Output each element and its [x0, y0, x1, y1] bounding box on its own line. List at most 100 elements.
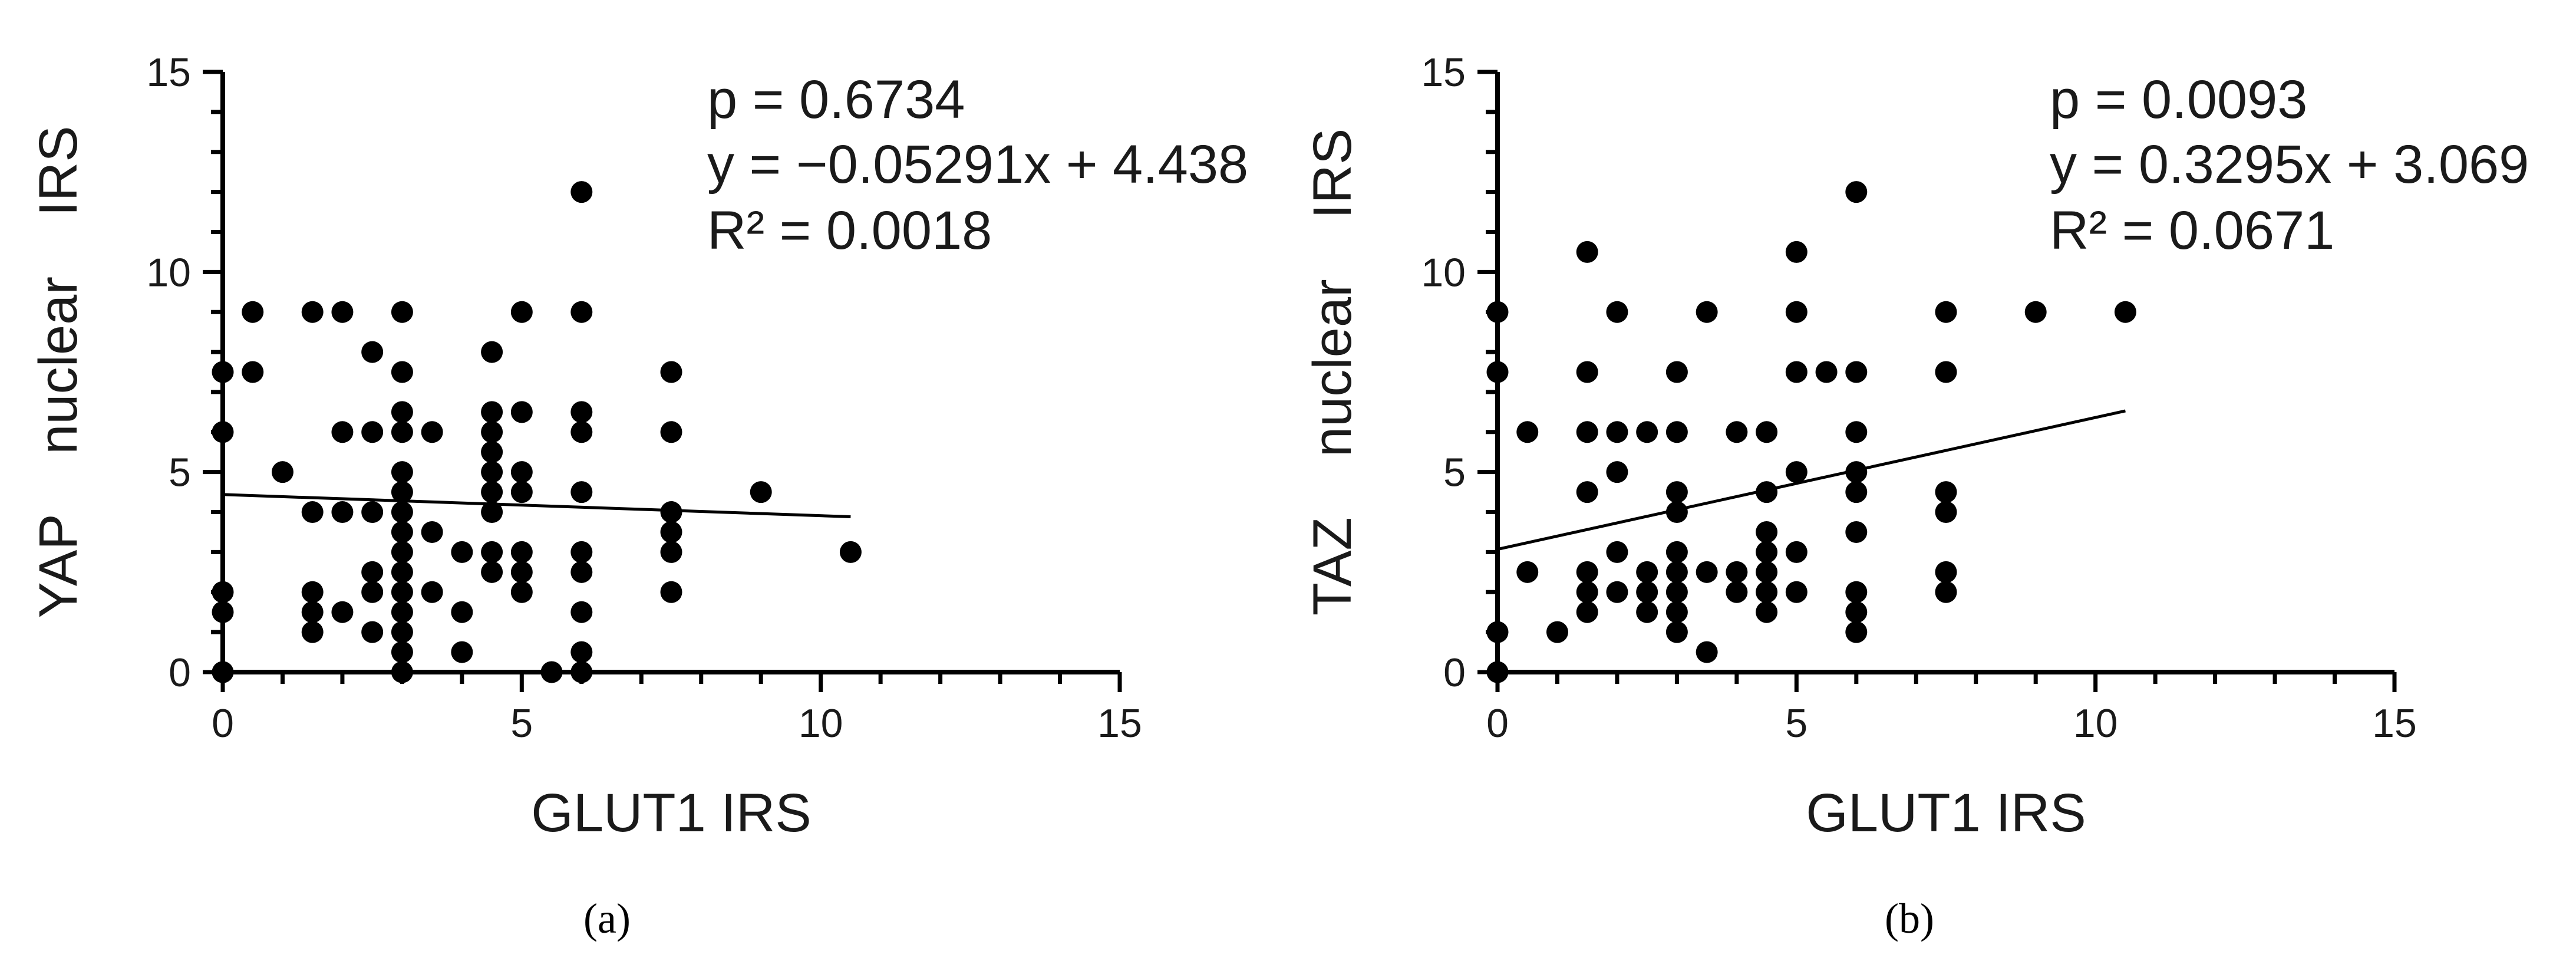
- data-point: [391, 641, 413, 663]
- x-tick-label: 10: [799, 701, 843, 746]
- data-point: [481, 421, 503, 443]
- y-tick-label: 10: [1421, 250, 1466, 295]
- x-axis-title: GLUT1 IRS: [1806, 783, 2086, 843]
- data-point: [1606, 581, 1628, 603]
- data-point: [660, 501, 682, 524]
- data-point: [1756, 581, 1778, 603]
- data-point: [301, 501, 324, 524]
- data-point: [212, 601, 234, 623]
- data-point: [481, 481, 503, 503]
- data-point: [481, 401, 503, 423]
- data-point: [481, 561, 503, 583]
- data-point: [1845, 481, 1868, 503]
- y-tick-label: 10: [146, 250, 191, 295]
- data-point: [421, 421, 443, 443]
- data-point: [391, 581, 413, 603]
- data-point: [1845, 361, 1868, 383]
- data-point: [1576, 601, 1598, 623]
- data-point: [1516, 561, 1539, 583]
- data-point: [1785, 361, 1808, 383]
- regression-equation: y = −0.05291x + 4.438: [707, 134, 1248, 195]
- data-point: [510, 481, 533, 503]
- data-point: [361, 561, 384, 583]
- y-tick-label: 15: [1421, 50, 1466, 95]
- p-value-annotation: p = 0.6734: [707, 70, 965, 130]
- data-point: [331, 601, 354, 623]
- data-point: [1665, 421, 1688, 443]
- data-point: [570, 481, 593, 503]
- data-point: [391, 301, 413, 323]
- data-point: [301, 581, 324, 603]
- y-tick-label: 15: [146, 50, 191, 95]
- x-tick-label: 5: [1785, 701, 1808, 746]
- data-point: [1845, 181, 1868, 203]
- data-point: [1935, 481, 1957, 503]
- data-point: [2024, 301, 2047, 323]
- data-point: [1935, 561, 1957, 583]
- data-point: [1785, 301, 1808, 323]
- data-point: [1636, 601, 1658, 623]
- scatter-panel-a: 0 5 10 15 0 5 10 15 GLUT1 IRS YAP nuclear IRS p = …: [28, 50, 1248, 942]
- data-point: [1696, 641, 1718, 663]
- data-point: [510, 581, 533, 603]
- data-point: [391, 661, 413, 683]
- data-point: [212, 361, 234, 383]
- data-point: [570, 181, 593, 203]
- data-point: [570, 601, 593, 623]
- data-point: [391, 541, 413, 563]
- data-point: [212, 581, 234, 603]
- data-point: [1756, 561, 1778, 583]
- data-point: [1756, 481, 1778, 503]
- data-point: [1785, 241, 1808, 263]
- data-point: [451, 541, 473, 563]
- data-point: [391, 501, 413, 524]
- regression-equation: y = 0.3295x + 3.069: [2050, 134, 2529, 195]
- data-point: [1726, 561, 1748, 583]
- data-point: [1785, 461, 1808, 483]
- data-point: [391, 361, 413, 383]
- data-point: [451, 601, 473, 623]
- data-point: [1845, 461, 1868, 483]
- data-point: [1845, 601, 1868, 623]
- data-point: [510, 561, 533, 583]
- data-point: [331, 501, 354, 524]
- data-point: [481, 441, 503, 463]
- data-point: [1845, 621, 1868, 643]
- data-point: [570, 641, 593, 663]
- data-point: [242, 301, 264, 323]
- x-tick-label: 15: [2372, 701, 2417, 746]
- data-point: [451, 641, 473, 663]
- data-point: [1576, 241, 1598, 263]
- data-point: [1935, 501, 1957, 524]
- data-point: [660, 521, 682, 543]
- data-point: [1516, 421, 1539, 443]
- data-point: [1606, 421, 1628, 443]
- data-point: [1576, 581, 1598, 603]
- data-point: [510, 461, 533, 483]
- data-point: [1606, 461, 1628, 483]
- data-point: [1486, 661, 1509, 683]
- data-point: [1486, 361, 1509, 383]
- y-tick-label: 0: [1443, 650, 1466, 695]
- data-point: [1576, 361, 1598, 383]
- data-point: [271, 461, 293, 483]
- data-point: [1665, 621, 1688, 643]
- data-point: [1756, 601, 1778, 623]
- data-point: [570, 401, 593, 423]
- y-tick-label: 0: [169, 650, 191, 695]
- data-point: [1665, 361, 1688, 383]
- data-point: [391, 401, 413, 423]
- data-point: [510, 301, 533, 323]
- data-point: [1576, 421, 1598, 443]
- x-tick-label: 0: [212, 701, 234, 746]
- data-point: [242, 361, 264, 383]
- data-point: [1665, 541, 1688, 563]
- data-point: [361, 341, 384, 363]
- data-point: [1696, 301, 1718, 323]
- data-point: [1845, 581, 1868, 603]
- data-point: [391, 481, 413, 503]
- data-point: [570, 421, 593, 443]
- data-point: [570, 301, 593, 323]
- data-point: [481, 541, 503, 563]
